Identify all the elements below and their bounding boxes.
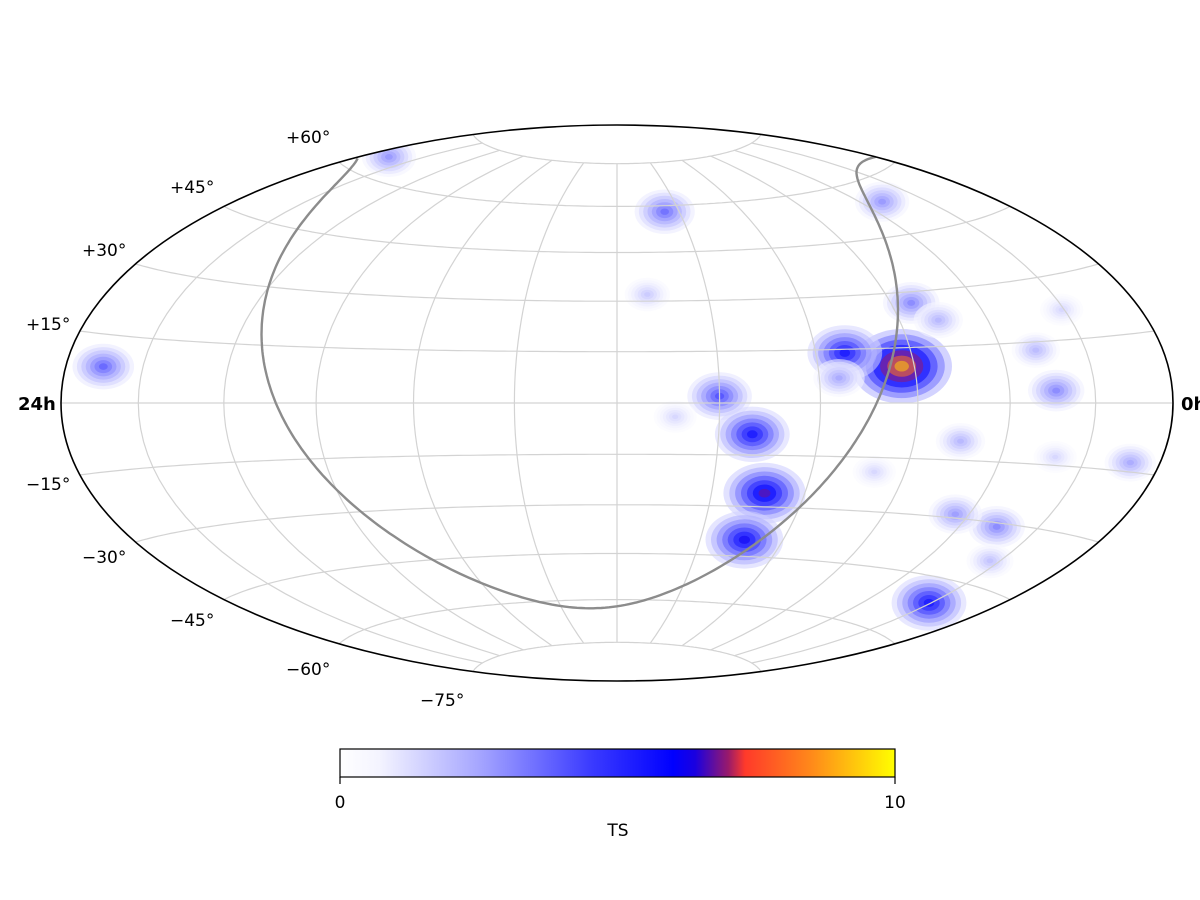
ts-hotspot (813, 359, 865, 397)
ts-contour (644, 292, 651, 297)
ts-contour (894, 360, 909, 372)
ts-hotspot (1033, 441, 1077, 473)
galactic-plane-curve (260, 155, 900, 610)
meridian-line (734, 149, 1011, 657)
colorbar-min-label: 0 (335, 793, 346, 813)
meridian-line (681, 159, 822, 647)
ts-contour (660, 208, 669, 215)
dec-label-minus60: −60° (286, 660, 330, 680)
ts-contour (986, 558, 994, 564)
colorbar: 0 10 TS (335, 748, 906, 841)
ra-label-left: 24h (18, 394, 56, 415)
dec-label-minus30: −30° (82, 548, 126, 568)
ts-hotspot (72, 343, 135, 390)
ts-hotspot (966, 543, 1014, 579)
ts-contour (957, 438, 964, 444)
meridian-line (751, 142, 1097, 664)
ts-contour (992, 523, 1001, 530)
meridian-line (513, 162, 585, 644)
meridian-line (137, 142, 483, 664)
ts-contour (672, 414, 679, 420)
ts-contour (871, 469, 878, 475)
ts-hotspot (653, 400, 697, 433)
ts-contour (1032, 347, 1040, 353)
ts-hotspot (935, 423, 986, 460)
ts-contour (835, 375, 843, 381)
ts-contour (98, 363, 108, 370)
ts-contour (878, 198, 886, 205)
ts-hotspot (968, 506, 1025, 548)
ts-hotspot (891, 575, 967, 631)
ts-hotspot (1011, 332, 1060, 368)
ts-contour (1052, 387, 1061, 394)
ts-hotspot (1040, 293, 1084, 326)
ts-contour (738, 535, 751, 544)
ts-contour (758, 488, 771, 498)
ts-contour (747, 430, 758, 439)
ts-hotspot (1028, 369, 1085, 412)
ts-contour (839, 348, 851, 357)
dec-label-plus60: +60° (286, 128, 330, 148)
dec-label-minus15: −15° (26, 475, 70, 495)
meridian-line (223, 149, 500, 657)
ts-contour (907, 299, 916, 306)
ra-label-right: 0h (1181, 394, 1200, 415)
meridian-line (649, 162, 721, 644)
ts-contour (1052, 454, 1059, 460)
dec-label-plus30: +30° (82, 241, 126, 261)
dec-label-plus15: +15° (26, 315, 70, 335)
colorbar-max-label: 10 (884, 793, 906, 813)
ts-hotspot (714, 406, 790, 462)
map-boundary (60, 124, 1174, 682)
ts-hotspot (928, 494, 983, 534)
graticule (61, 134, 1173, 672)
ts-hotspot (705, 511, 784, 569)
colorbar-bar (339, 748, 896, 778)
ts-hotspot (624, 277, 670, 312)
dec-label-minus45: −45° (170, 611, 214, 631)
ts-hotspot (1104, 443, 1157, 482)
ts-hotspot (852, 455, 896, 488)
ts-contour (934, 317, 942, 323)
ts-hotspot (361, 136, 416, 177)
meridian-line (710, 155, 919, 651)
meridian-line (315, 155, 524, 651)
ts-contour (385, 154, 393, 160)
dec-label-minus75: −75° (420, 691, 464, 711)
ts-contour (951, 511, 960, 517)
ts-hotspot (913, 301, 963, 339)
dec-label-plus45: +45° (170, 178, 214, 198)
ts-hotspot (855, 181, 910, 222)
meridian-line (412, 159, 553, 647)
ts-contour (1126, 459, 1135, 466)
colorbar-title: TS (606, 821, 628, 841)
